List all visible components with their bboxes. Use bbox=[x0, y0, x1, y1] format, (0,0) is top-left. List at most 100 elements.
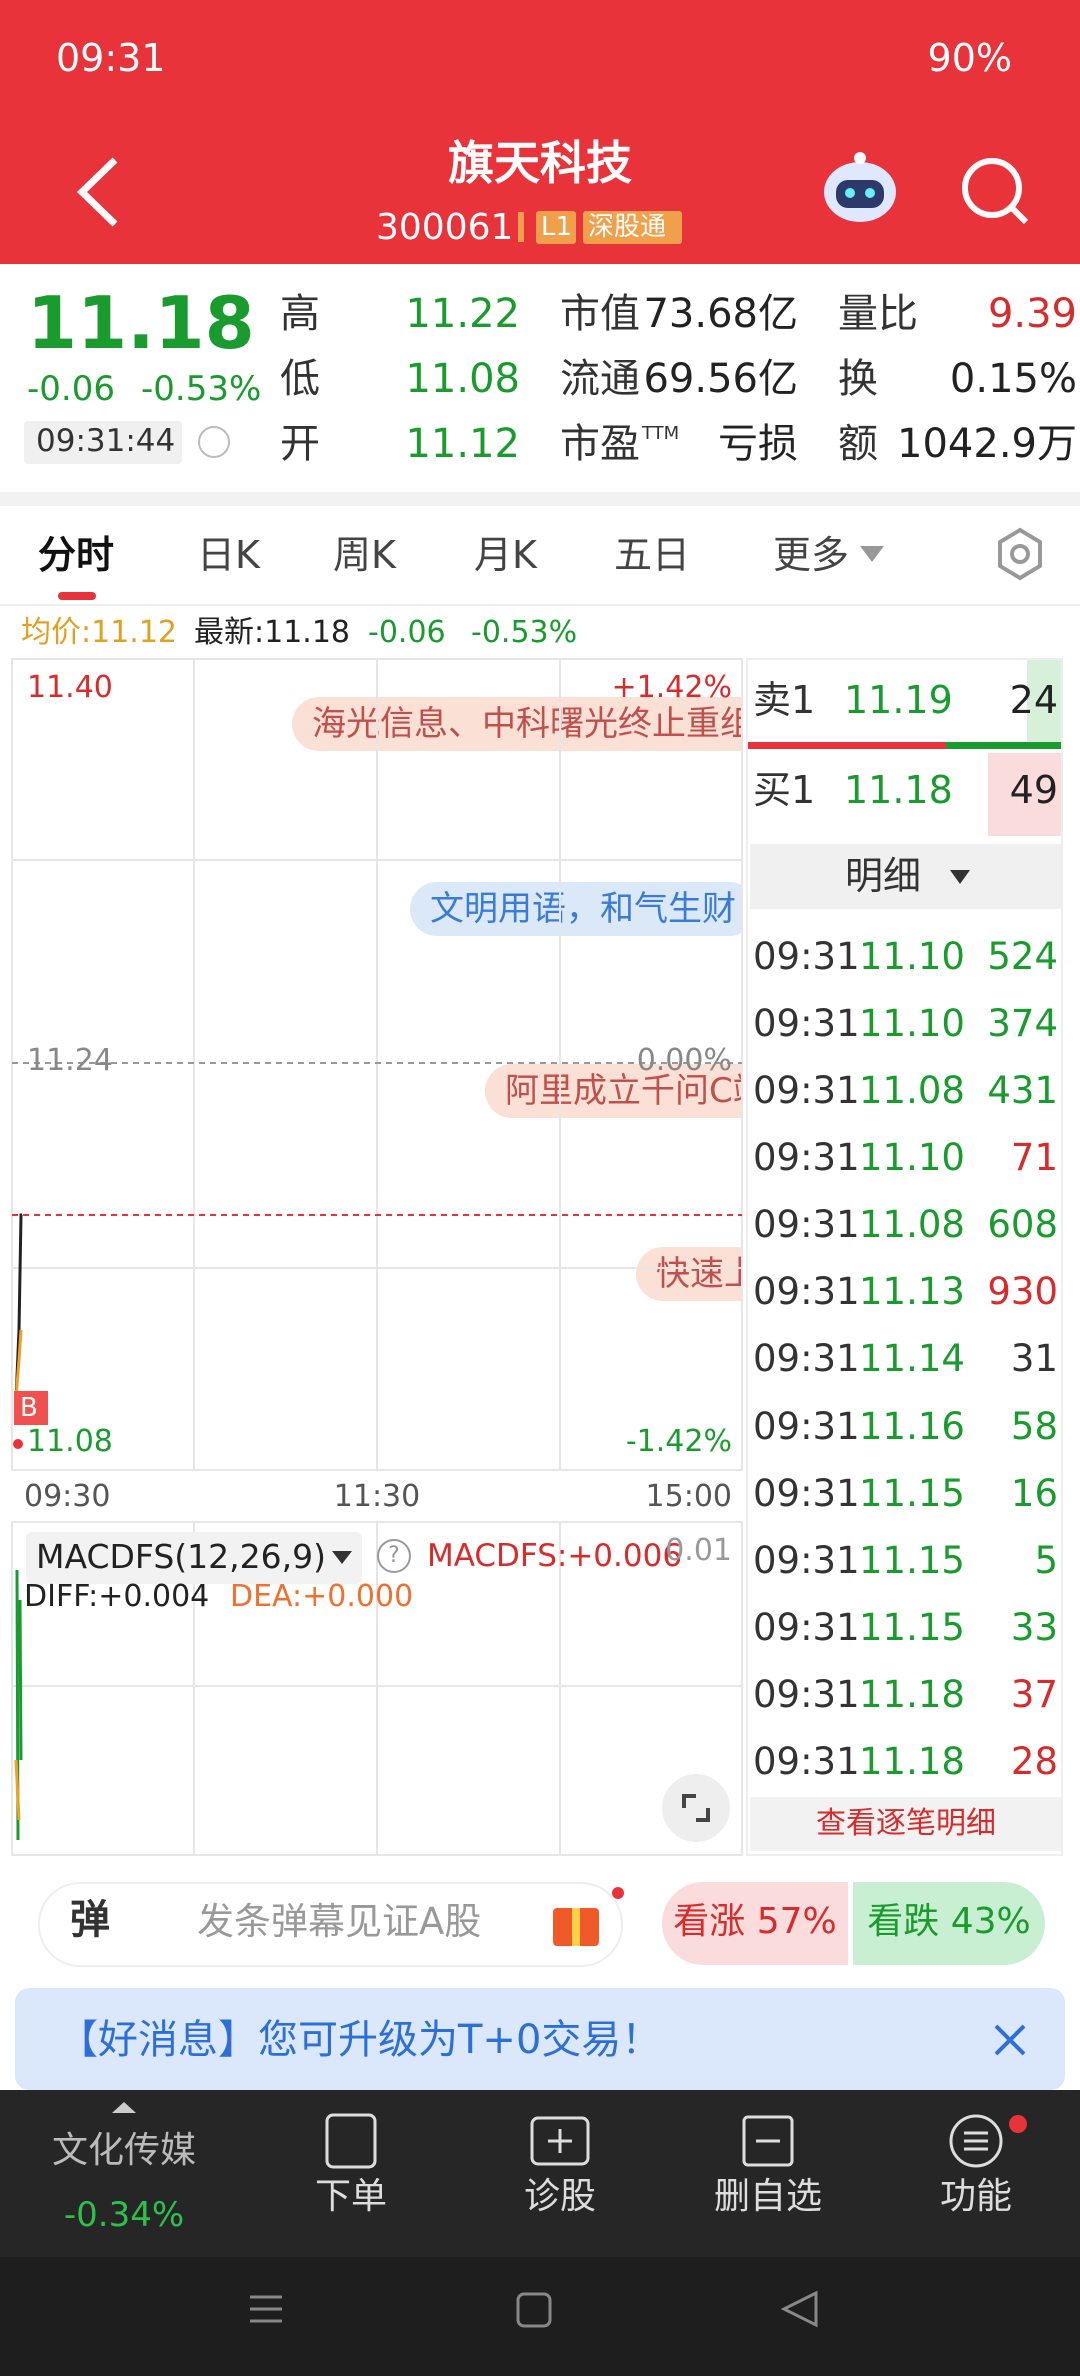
sector-name[interactable]: 文化传媒 bbox=[51, 2130, 196, 2172]
tab[interactable]: 分时 bbox=[38, 533, 115, 578]
help-icon[interactable] bbox=[377, 1539, 411, 1573]
bear-pill[interactable] bbox=[853, 1882, 1045, 1965]
trade-price: 11.08 bbox=[859, 1069, 965, 1112]
tab[interactable]: 日K bbox=[197, 533, 260, 578]
trade-volume: 431 bbox=[987, 1069, 1058, 1112]
gift-icon[interactable] bbox=[553, 1887, 624, 1946]
macd-scale: 0.01 bbox=[665, 1533, 732, 1568]
dropdown-arrow bbox=[950, 870, 970, 884]
stock-name: 旗天科技 bbox=[448, 136, 632, 191]
banner-bg[interactable] bbox=[15, 1988, 1065, 2090]
badge-divider bbox=[518, 212, 524, 242]
bull-vote[interactable]: 看涨 57% bbox=[673, 1901, 837, 1943]
help-mark: ? bbox=[388, 1542, 400, 1568]
stat-label: 量比 bbox=[838, 291, 918, 337]
time-axis-label: 15:00 bbox=[645, 1479, 732, 1514]
robot-icon[interactable] bbox=[824, 152, 896, 222]
nav-item[interactable]: 功能 bbox=[939, 2176, 1012, 2218]
macd-selector[interactable] bbox=[26, 1532, 362, 1584]
detail-box[interactable] bbox=[750, 844, 1062, 909]
trade-time: 09:31 bbox=[753, 1069, 860, 1112]
danmaku-bubble: 快速上涨 bbox=[636, 1246, 742, 1302]
trade-time: 09:31 bbox=[753, 1404, 860, 1448]
ask-price: 11.19 bbox=[844, 678, 953, 723]
back-button[interactable] bbox=[76, 157, 118, 227]
notification-dot bbox=[1009, 2115, 1027, 2133]
detail-link[interactable]: 查看逐笔明细 bbox=[816, 1806, 996, 1841]
connect-badge: 深股通 bbox=[588, 212, 667, 243]
trade-price: 11.10 bbox=[859, 1001, 965, 1045]
sector-change: -0.34% bbox=[63, 2194, 185, 2235]
bid-label: 买1 bbox=[753, 768, 816, 813]
trade-time: 09:31 bbox=[753, 1001, 860, 1045]
stat-label: 高 bbox=[280, 291, 320, 337]
stat-value: 11.22 bbox=[405, 291, 520, 337]
menu-key[interactable] bbox=[250, 2295, 282, 2323]
avg-line bbox=[14, 1329, 23, 1399]
trade-volume: 930 bbox=[987, 1270, 1058, 1314]
time-box bbox=[24, 421, 182, 464]
diagnose-icon[interactable] bbox=[530, 2116, 590, 2166]
trade-price: 11.18 bbox=[859, 1740, 965, 1783]
stat-label: 流通 bbox=[560, 356, 640, 402]
stat-label-sup: TTM bbox=[642, 423, 680, 445]
last-price: 11.18 bbox=[27, 280, 255, 365]
indicator-name[interactable]: MACDFS(12,26,9) bbox=[36, 1537, 326, 1577]
trade-volume: 28 bbox=[1010, 1740, 1058, 1783]
banner-text[interactable]: 【好消息】您可升级为T+0交易！ bbox=[58, 2017, 662, 2063]
expand-button[interactable] bbox=[662, 1774, 730, 1842]
price-axis-label: 11.08 bbox=[27, 1424, 113, 1459]
avg-price: 均价:11.12 bbox=[21, 615, 177, 650]
order-icon[interactable] bbox=[325, 2113, 377, 2169]
close-banner[interactable] bbox=[994, 2024, 1026, 2056]
trade-price: 11.13 bbox=[859, 1270, 965, 1314]
delete-icon[interactable] bbox=[742, 2115, 794, 2167]
trade-volume: 31 bbox=[1010, 1337, 1058, 1381]
search-button[interactable] bbox=[962, 158, 1029, 225]
detail-link-box[interactable] bbox=[750, 1797, 1062, 1851]
stat-value: 11.12 bbox=[405, 421, 520, 467]
expand-icon bbox=[682, 1794, 710, 1822]
stat-value: 0.15% bbox=[949, 356, 1077, 402]
detail-header[interactable]: 明细 bbox=[844, 854, 921, 899]
info-icon[interactable] bbox=[198, 426, 230, 458]
back-key[interactable] bbox=[780, 2290, 818, 2328]
section-divider bbox=[0, 492, 1080, 506]
trade-price: 11.15 bbox=[859, 1605, 965, 1649]
orderbook-frame bbox=[746, 658, 1063, 1856]
tab[interactable]: 周K bbox=[333, 533, 396, 578]
bid-volume: 49 bbox=[1009, 768, 1058, 813]
settings-icon[interactable] bbox=[998, 527, 1042, 581]
function-icon[interactable] bbox=[949, 2114, 1003, 2168]
nav-item[interactable]: 删自选 bbox=[713, 2176, 822, 2218]
comment-placeholder[interactable]: 发条弹幕见证A股 bbox=[197, 1899, 482, 1943]
tab-indicator bbox=[58, 592, 96, 600]
trade-price: 11.16 bbox=[859, 1404, 965, 1448]
latest-change-pct: -0.53% bbox=[471, 615, 578, 650]
quote-time: 09:31:44 bbox=[36, 423, 176, 460]
stat-value: 11.08 bbox=[405, 356, 520, 402]
comment-input[interactable] bbox=[38, 1882, 623, 1967]
tab[interactable]: 五日 bbox=[614, 533, 691, 578]
stat-value: 亏损 bbox=[718, 421, 798, 467]
battery-level: 90% bbox=[927, 36, 1012, 81]
expand-arrow[interactable] bbox=[112, 2102, 136, 2113]
trade-volume: 33 bbox=[1010, 1605, 1058, 1649]
status-time: 09:31 bbox=[56, 36, 166, 81]
bull-pill[interactable] bbox=[662, 1882, 848, 1965]
tab[interactable]: 月K bbox=[474, 533, 537, 578]
ask-volume: 24 bbox=[1009, 678, 1058, 723]
tab[interactable]: 更多 bbox=[773, 533, 850, 578]
nav-item[interactable]: 诊股 bbox=[523, 2176, 596, 2218]
home-key[interactable] bbox=[516, 2292, 552, 2328]
trade-price: 11.18 bbox=[859, 1672, 965, 1716]
danmaku-badge[interactable]: 弹 bbox=[70, 1897, 110, 1943]
diff-value: DIFF:+0.004 bbox=[24, 1579, 210, 1614]
nav-icons bbox=[250, 2113, 1003, 2328]
time-axis-label: 09:30 bbox=[24, 1479, 111, 1514]
macd-value: MACDFS:+0.006 bbox=[427, 1538, 683, 1575]
bear-vote[interactable]: 看跌 43% bbox=[867, 1901, 1031, 1943]
nav-item[interactable]: 下单 bbox=[314, 2176, 387, 2218]
trade-price: 11.08 bbox=[859, 1203, 965, 1247]
stat-value: 73.68亿 bbox=[643, 291, 798, 337]
